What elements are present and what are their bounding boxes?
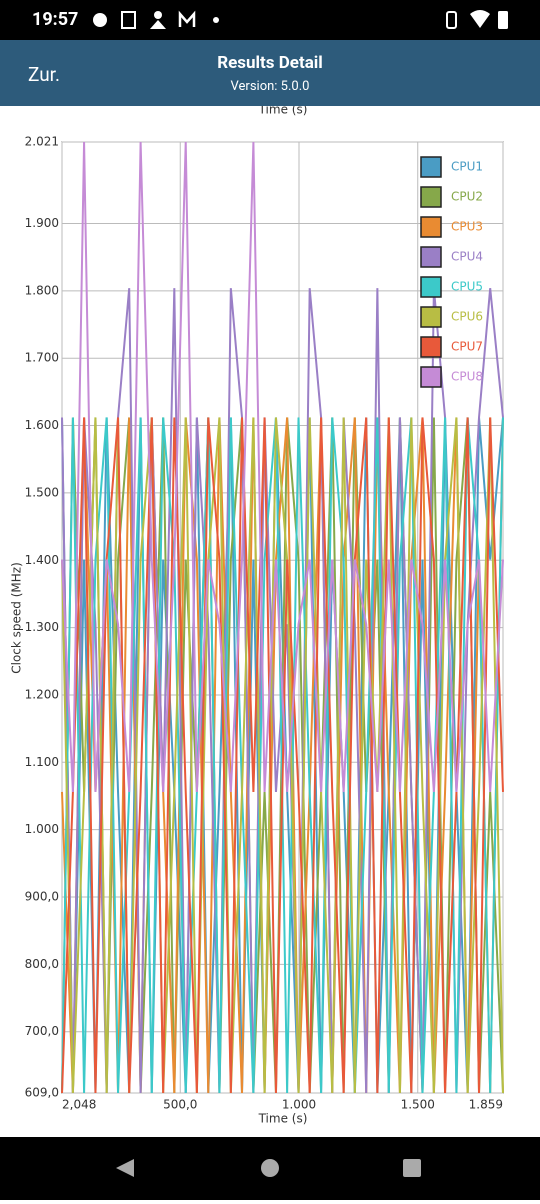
y-tick-label: 609,0 [25,1086,59,1100]
legend-label: CPU8 [451,370,483,384]
y-tick-label: 1.500 [25,485,59,499]
y-tick-label: 1.000 [25,822,59,836]
legend-label: CPU7 [451,340,483,354]
person-body [150,20,166,29]
y-tick-label: 1.600 [25,418,59,432]
legend-swatch [420,306,442,328]
header-title: Results Detail [217,53,323,73]
chart: Time (s) Time (s) Clock speed (MHz) 609,… [10,106,504,1126]
legend-swatch [420,336,442,358]
wifi-icon [470,10,490,28]
header-subtitle: Version: 5.0.0 [230,79,310,94]
legend-label: CPU6 [451,310,483,324]
y-tick-label: 1.100 [25,755,59,769]
legend-swatch [420,276,442,298]
top-axis-label: Time (s) [258,106,308,117]
legend-label: CPU3 [451,220,483,234]
y-tick-label: 1.700 [25,351,59,365]
cpu-line [61,417,504,1094]
x-tick-label: 2,048 [62,1098,96,1112]
back-button[interactable]: Zur. [28,63,60,86]
legend-label: CPU1 [451,160,483,174]
nav-bar [0,1137,540,1200]
y-tick-label: 1.900 [25,216,59,230]
y-tick-label: 1.300 [25,620,59,634]
y-tick-label: 1.200 [25,687,59,701]
recents-nav[interactable] [403,1159,421,1177]
mail-icon [178,10,196,27]
legend-swatch [420,186,442,208]
nav-icons [116,1159,421,1177]
status-bar: 19:57 [0,0,540,40]
cpu-line [61,141,504,793]
y-tick-label: 1.400 [25,553,59,567]
dot-icon [213,17,219,23]
x-tick-label: 1.859 [469,1098,503,1112]
clock: 19:57 [32,9,79,30]
back-nav[interactable] [116,1159,134,1177]
y-axis-label: Clock speed (MHz) [10,562,24,674]
settings-icon [93,13,107,27]
legend-swatch [420,366,442,388]
legend-label: CPU2 [451,190,483,204]
x-tick-label: 1.000 [282,1098,316,1112]
y-tick-label: 2.021 [25,135,59,149]
app-header: Zur. Results Detail Version: 5.0.0 [0,40,540,106]
y-tick-label: 700,0 [25,1024,59,1038]
y-tick-label: 800,0 [25,957,59,971]
file-icon [121,11,136,29]
status-icons [93,10,508,29]
battery-icon [498,11,508,29]
cpu-line [61,417,504,1094]
legend-label: CPU5 [451,280,483,294]
legend-swatch [420,216,442,238]
legend-swatch [420,246,442,268]
legend-label: CPU4 [451,250,483,264]
person-icon [154,11,162,19]
y-tick-label: 900,0 [25,890,59,904]
home-nav[interactable] [261,1159,279,1177]
legend-swatch [420,156,442,178]
x-tick-label: 500,0 [163,1098,197,1112]
x-tick-label: 1.500 [401,1098,435,1112]
vibrate-icon [446,11,457,29]
x-axis-label: Time (s) [258,1112,308,1126]
y-tick-label: 1.800 [25,283,59,297]
